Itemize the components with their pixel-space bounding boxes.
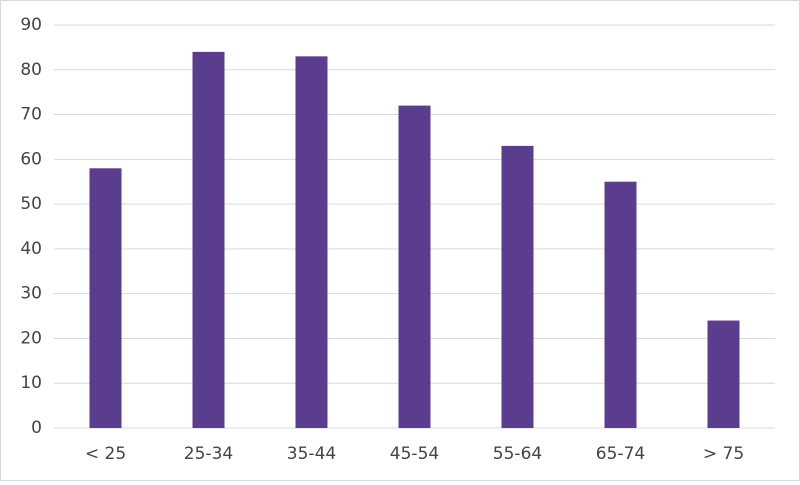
x-tick-label: 45-54 [390,444,439,464]
bar [398,105,431,428]
x-tick-label: < 25 [85,444,126,464]
y-tick-label: 0 [31,418,42,438]
x-tick-label: 55-64 [493,444,542,464]
bar [295,56,328,428]
x-tick-label: 35-44 [287,444,336,464]
bar [501,145,534,428]
y-tick-label: 80 [20,60,42,80]
y-tick-label: 20 [20,328,42,348]
bar [604,181,637,428]
y-tick-label: 30 [20,284,42,304]
y-tick-label: 70 [20,105,42,125]
x-tick-label: 25-34 [184,444,233,464]
bar [192,51,225,428]
y-tick-label: 10 [20,373,42,393]
x-tick-label: 65-74 [596,444,645,464]
y-tick-label: 60 [20,149,42,169]
bar [707,320,740,428]
x-tick-label: > 75 [703,444,744,464]
bar [89,168,122,429]
y-tick-label: 40 [20,239,42,259]
y-tick-label: 50 [20,194,42,214]
y-tick-label: 90 [20,15,42,35]
